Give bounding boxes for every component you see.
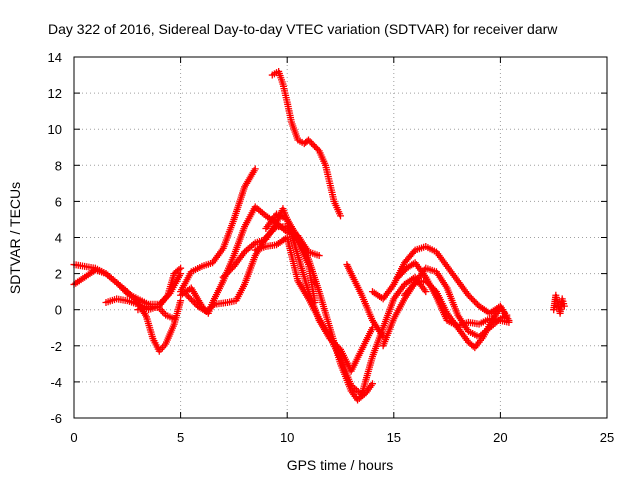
x-tick-label: 10	[280, 430, 294, 445]
y-tick-label: 14	[48, 50, 62, 65]
data-point	[469, 296, 477, 304]
data-point	[315, 252, 323, 260]
y-tick-label: 4	[55, 231, 62, 246]
data-point	[505, 318, 513, 326]
data-point	[191, 299, 199, 307]
data-point	[496, 304, 504, 312]
chart-title: Day 322 of 2016, Sidereal Day-to-day VTE…	[48, 21, 558, 37]
data-point	[305, 136, 313, 144]
data-point	[503, 311, 511, 319]
data-point	[225, 267, 233, 275]
x-tick-label: 15	[387, 430, 401, 445]
data-point	[224, 269, 232, 277]
data-point	[308, 139, 316, 147]
data-point	[227, 265, 235, 273]
data-point	[311, 142, 319, 150]
axis-ticks: 0 5 10 15 20 25 -6 -4 -2 0 2 4 6 8 10 12 14	[48, 50, 615, 445]
y-tick-label: 8	[55, 158, 62, 173]
y-tick-label: 12	[48, 86, 62, 101]
series-arc-16	[400, 277, 504, 352]
data-point	[222, 270, 230, 278]
data-point	[312, 144, 320, 152]
data-point	[428, 283, 436, 291]
x-tick-label: 5	[177, 430, 184, 445]
x-tick-label: 0	[70, 430, 77, 445]
series-arc-11	[262, 210, 376, 404]
series-arc-10	[268, 67, 344, 220]
data-point	[219, 273, 227, 281]
y-tick-label: 0	[55, 303, 62, 318]
series-arc-9	[251, 234, 430, 399]
x-tick-label: 25	[600, 430, 614, 445]
data-point	[464, 291, 472, 299]
y-tick-label: 6	[55, 194, 62, 209]
data-point	[472, 299, 480, 307]
x-axis-label: GPS time / hours	[287, 457, 394, 473]
y-tick-label: 10	[48, 122, 62, 137]
data-point	[560, 302, 568, 310]
data-point	[467, 294, 475, 302]
data-point	[422, 288, 430, 296]
data-point	[422, 277, 430, 285]
data-point	[429, 285, 437, 293]
data-point	[170, 315, 178, 323]
data-point	[337, 212, 344, 220]
x-tick-label: 20	[493, 430, 507, 445]
data-point	[221, 272, 229, 280]
data-point	[368, 380, 376, 388]
data-point	[177, 264, 185, 272]
series-arc-17	[550, 291, 568, 317]
data-point	[185, 293, 193, 301]
data-point	[466, 293, 474, 301]
series-arc-4	[134, 302, 178, 323]
series-arc-3	[102, 264, 185, 314]
data-point	[306, 138, 314, 146]
data-point	[175, 266, 183, 274]
y-tick-label: -4	[50, 375, 62, 390]
y-tick-label: -2	[50, 339, 62, 354]
y-axis-label: SDTVAR / TECUs	[7, 182, 23, 294]
y-tick-label: 2	[55, 267, 62, 282]
data-points	[70, 67, 568, 404]
data-point	[251, 165, 259, 173]
data-point	[189, 297, 197, 305]
data-point	[186, 294, 194, 302]
data-point	[183, 291, 191, 299]
data-point	[123, 288, 131, 296]
data-point	[309, 141, 317, 149]
data-point	[314, 145, 322, 153]
data-point	[126, 291, 134, 299]
series-arc-12	[343, 261, 387, 341]
y-tick-label: -6	[50, 411, 62, 426]
data-point	[423, 278, 431, 286]
data-point	[125, 289, 133, 297]
series-arc-5	[177, 165, 259, 296]
data-point	[426, 281, 434, 289]
data-point	[188, 296, 196, 304]
data-point	[431, 286, 439, 294]
data-point	[425, 280, 433, 288]
data-point	[471, 297, 479, 305]
